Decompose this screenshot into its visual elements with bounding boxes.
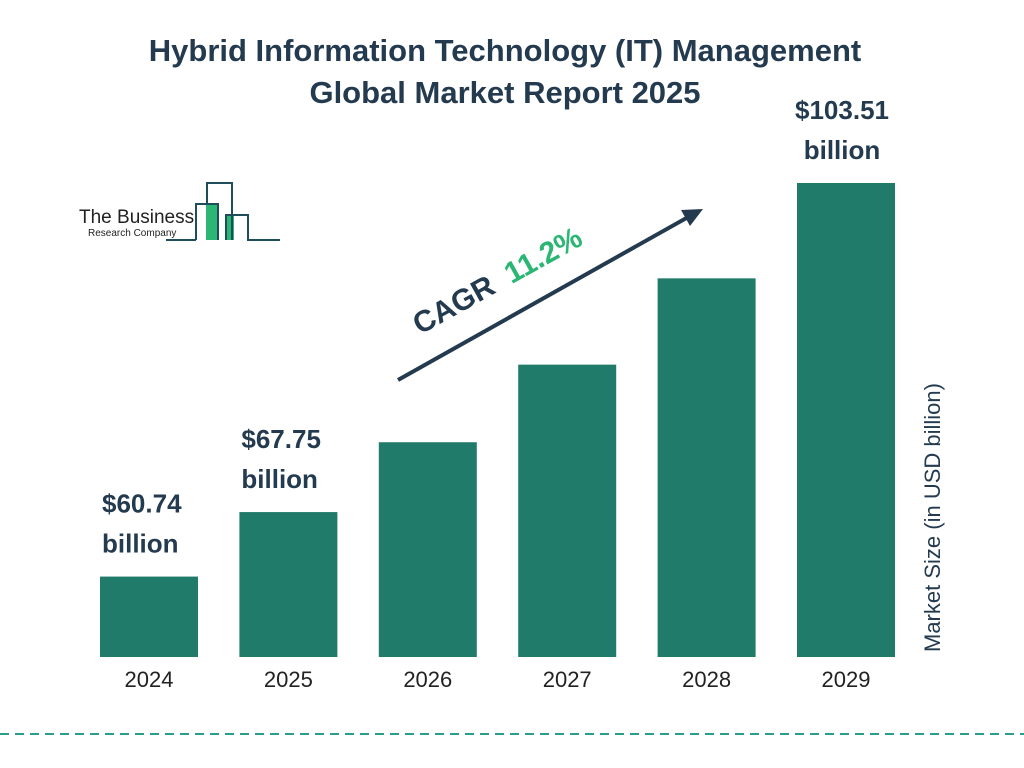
x-tick-label: 2026 [403, 667, 452, 692]
title-line-2: Global Market Report 2025 [309, 75, 701, 110]
y-axis-label: Market Size (in USD billion) [920, 383, 945, 652]
bar-2028 [657, 278, 756, 657]
data-label-value: $60.74 [102, 489, 182, 519]
data-label-value: $103.51 [795, 95, 889, 125]
bar-2025 [239, 512, 338, 657]
bar-2029 [797, 183, 895, 657]
x-tick-label: 2024 [125, 667, 174, 692]
logo-text-1: The Business [79, 207, 194, 228]
x-tick-label: 2029 [822, 667, 871, 692]
chart-title: Hybrid Information Technology (IT) Manag… [0, 30, 1010, 114]
data-label-value: $67.75 [241, 424, 321, 454]
bar-2024 [100, 576, 198, 657]
x-tick-label: 2027 [543, 667, 592, 692]
logo: The Business Research Company [79, 182, 280, 241]
title-line-1: Hybrid Information Technology (IT) Manag… [148, 33, 862, 68]
data-label-unit: billion [804, 135, 881, 165]
cagr-annotation: CAGR 11.2% [397, 209, 703, 382]
data-label-unit: billion [241, 464, 318, 494]
x-tick-label: 2028 [682, 667, 731, 692]
logo-text-2: Research Company [88, 228, 176, 239]
x-tick-label: 2025 [264, 667, 313, 692]
data-label-unit: billion [102, 529, 179, 559]
bar-2026 [378, 442, 477, 657]
bar-2027 [518, 364, 617, 657]
